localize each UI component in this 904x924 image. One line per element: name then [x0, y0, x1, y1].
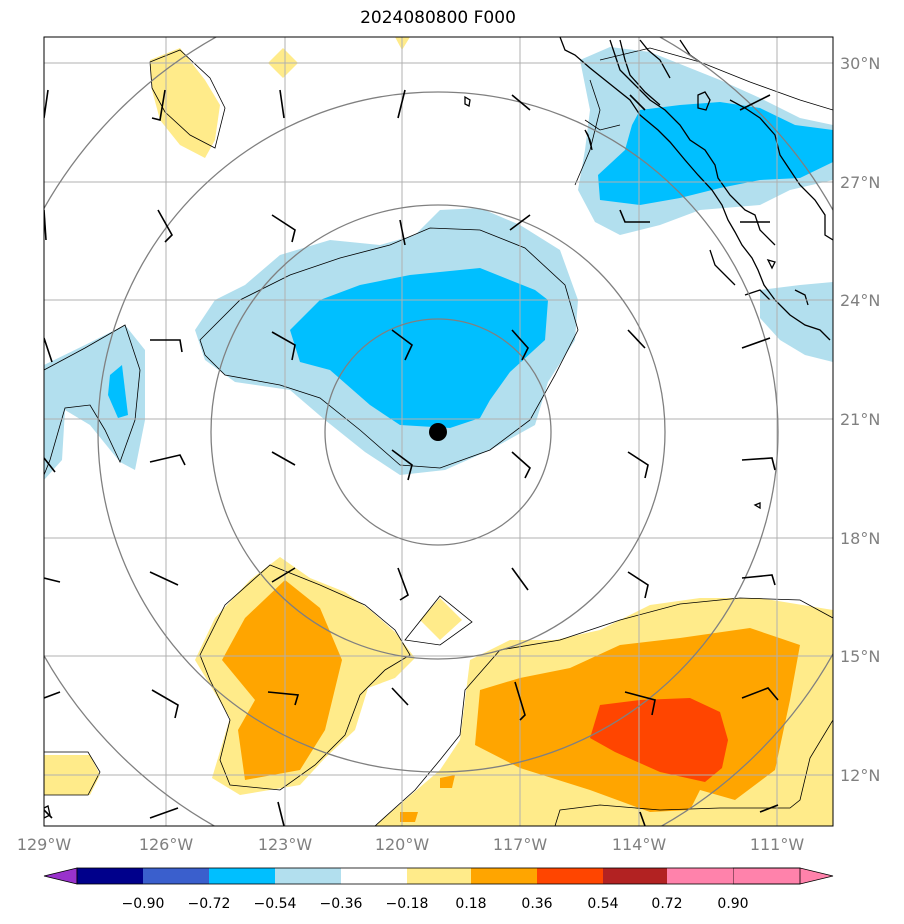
colorbar-segment-6	[407, 868, 471, 884]
colorbar-label-6: 0.18	[455, 896, 486, 912]
map-frame	[43, 36, 834, 827]
negative-anomaly-light-w	[44, 325, 145, 480]
colorbar-segment-5	[341, 868, 407, 884]
colorbar-segment-1	[77, 868, 143, 884]
lon-label-129w: 129°W	[17, 835, 72, 854]
positive-anomaly-orange-small	[440, 775, 455, 788]
contour-lines	[44, 47, 833, 826]
positive-anomaly-red	[590, 698, 728, 782]
colorbar-label-5: −0.18	[386, 896, 429, 912]
storm-center-marker	[429, 423, 447, 441]
latitude-labels: 30°N 27°N 24°N 21°N 18°N 15°N 12°N	[840, 54, 880, 785]
lat-label-15n: 15°N	[840, 647, 880, 666]
lat-label-27n: 27°N	[840, 173, 880, 192]
longitude-labels: 129°W 126°W 123°W 120°W 117°W 114°W 111°…	[17, 835, 805, 854]
colorbar-segment-7	[471, 868, 537, 884]
wind-barbs	[44, 89, 779, 826]
lat-label-24n: 24°N	[840, 291, 880, 310]
lat-label-30n: 30°N	[840, 54, 880, 73]
colorbar-label-7: 0.36	[521, 896, 552, 912]
lon-label-120w: 120°W	[375, 835, 430, 854]
colorbar-segment-3	[209, 868, 275, 884]
colorbar-label-1: −0.90	[122, 896, 165, 912]
lat-label-18n: 18°N	[840, 529, 880, 548]
colorbar-frame	[76, 867, 801, 885]
colorbar-label-3: −0.54	[254, 896, 297, 912]
positive-anomaly-orange-sw	[222, 580, 342, 780]
positive-anomaly-light-nw	[150, 48, 220, 158]
negative-anomaly-light-e	[760, 282, 833, 362]
lon-label-117w: 117°W	[493, 835, 548, 854]
colorbar-segment-10	[667, 868, 733, 884]
lat-label-12n: 12°N	[840, 766, 880, 785]
colorbar-label-8: 0.54	[587, 896, 618, 912]
lat-label-21n: 21°N	[840, 410, 880, 429]
coastlines	[44, 37, 833, 819]
map-title: 2024080800 F000	[360, 8, 516, 28]
positive-anomaly-orange-tiny	[400, 812, 418, 822]
colorbar-extend-high	[732, 867, 834, 885]
lon-label-111w: 111°W	[750, 835, 805, 854]
colorbar: −0.90 −0.72 −0.54 −0.36 −0.18 0.18 0.36 …	[43, 867, 834, 912]
colorbar-labels: −0.90 −0.72 −0.54 −0.36 −0.18 0.18 0.36 …	[122, 896, 749, 912]
negative-anomaly-blue-w	[108, 365, 128, 418]
colorbar-segment-8	[537, 868, 603, 884]
lon-label-126w: 126°W	[139, 835, 194, 854]
lon-label-123w: 123°W	[258, 835, 313, 854]
colorbar-segment-4	[275, 868, 341, 884]
colorbar-label-9: 0.72	[651, 896, 682, 912]
colorbar-label-2: −0.72	[188, 896, 231, 912]
colorbar-segment-2	[143, 868, 209, 884]
negative-anomaly-blue-center	[290, 268, 548, 428]
colorbar-segment-9	[603, 868, 667, 884]
map-plot-area	[44, 37, 833, 826]
lon-label-114w: 114°W	[612, 835, 667, 854]
range-rings	[44, 37, 833, 826]
colorbar-label-10: 0.90	[717, 896, 748, 912]
colorbar-label-4: −0.36	[320, 896, 363, 912]
colorbar-extend-low	[43, 867, 78, 885]
